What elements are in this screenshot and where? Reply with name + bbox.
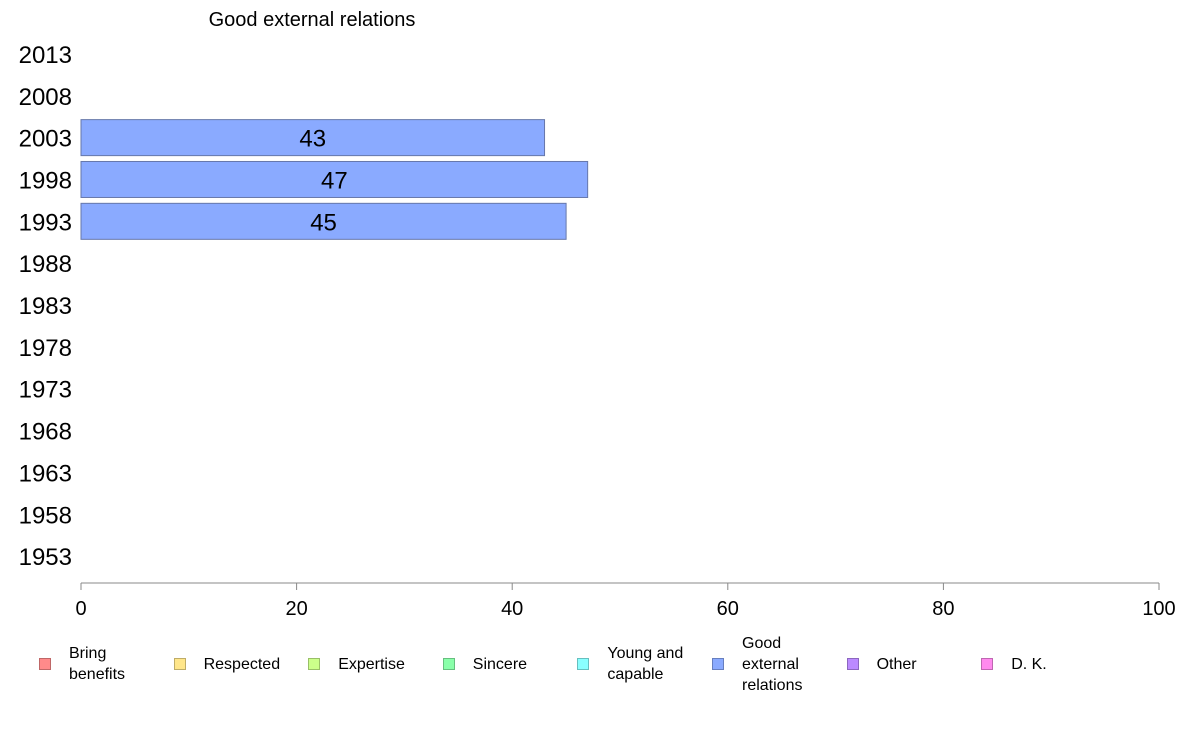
legend-swatch: [173, 658, 186, 670]
legend-label: Respected: [203, 655, 281, 673]
category-label: 1983: [19, 293, 72, 320]
category-label: 1963: [19, 460, 72, 487]
chart-title: Good external relations: [209, 9, 416, 31]
legend-label: Sincere: [472, 655, 528, 673]
category-label: 1958: [19, 502, 72, 529]
x-axis: 0 20 40 60 80 100: [75, 582, 1176, 620]
legend-label: Young and capable: [607, 645, 684, 683]
bar-value-label: 43: [299, 126, 326, 153]
legend-swatch: [39, 658, 51, 670]
legend-swatch: [577, 658, 590, 670]
legend-label: Expertise: [338, 655, 405, 673]
x-tick-label: 20: [285, 598, 307, 620]
x-tick-label: 0: [75, 598, 86, 620]
category-label: 1993: [19, 209, 72, 236]
legend-label: D. K.: [1011, 655, 1047, 673]
category-label: 1973: [19, 377, 72, 404]
bar: [80, 119, 546, 157]
category-label: 1953: [19, 544, 72, 571]
legend-label: Other: [876, 655, 917, 673]
x-tick-label: 40: [501, 598, 523, 620]
category-label: 1988: [19, 251, 72, 278]
x-tick-label: 80: [932, 598, 954, 620]
x-tick-label: 60: [717, 598, 739, 620]
bar: [80, 160, 589, 198]
bar: [80, 202, 567, 240]
category-labels: 2013 2008 2003 1998 1993 1988 1983 1978 1973 1968…: [19, 42, 72, 571]
bar-value-label: 45: [310, 209, 337, 236]
category-label: 1978: [19, 335, 72, 362]
category-label: 1998: [19, 167, 72, 194]
bar-value-label: 47: [321, 167, 348, 194]
legend-swatch: [846, 658, 859, 670]
legend: Bring benefits Respected Expertise Sincere Y…: [0, 632, 1188, 702]
chart: Good external relations 2013 2008 2003 1998…: [19, 9, 1176, 620]
legend-swatch: [981, 658, 994, 670]
x-tick-label: 100: [1142, 598, 1175, 620]
legend-swatch: [308, 658, 321, 670]
legend-label: Bring benefits: [69, 645, 126, 683]
legend-label: Good external relations: [742, 634, 803, 694]
category-label: 1968: [19, 419, 72, 446]
category-label: 2008: [19, 84, 72, 111]
category-label: 2003: [19, 126, 72, 153]
category-label: 2013: [19, 42, 72, 69]
bars: 43 47 45: [80, 119, 589, 240]
legend-swatch: [712, 658, 724, 670]
legend-swatch: [442, 658, 455, 670]
